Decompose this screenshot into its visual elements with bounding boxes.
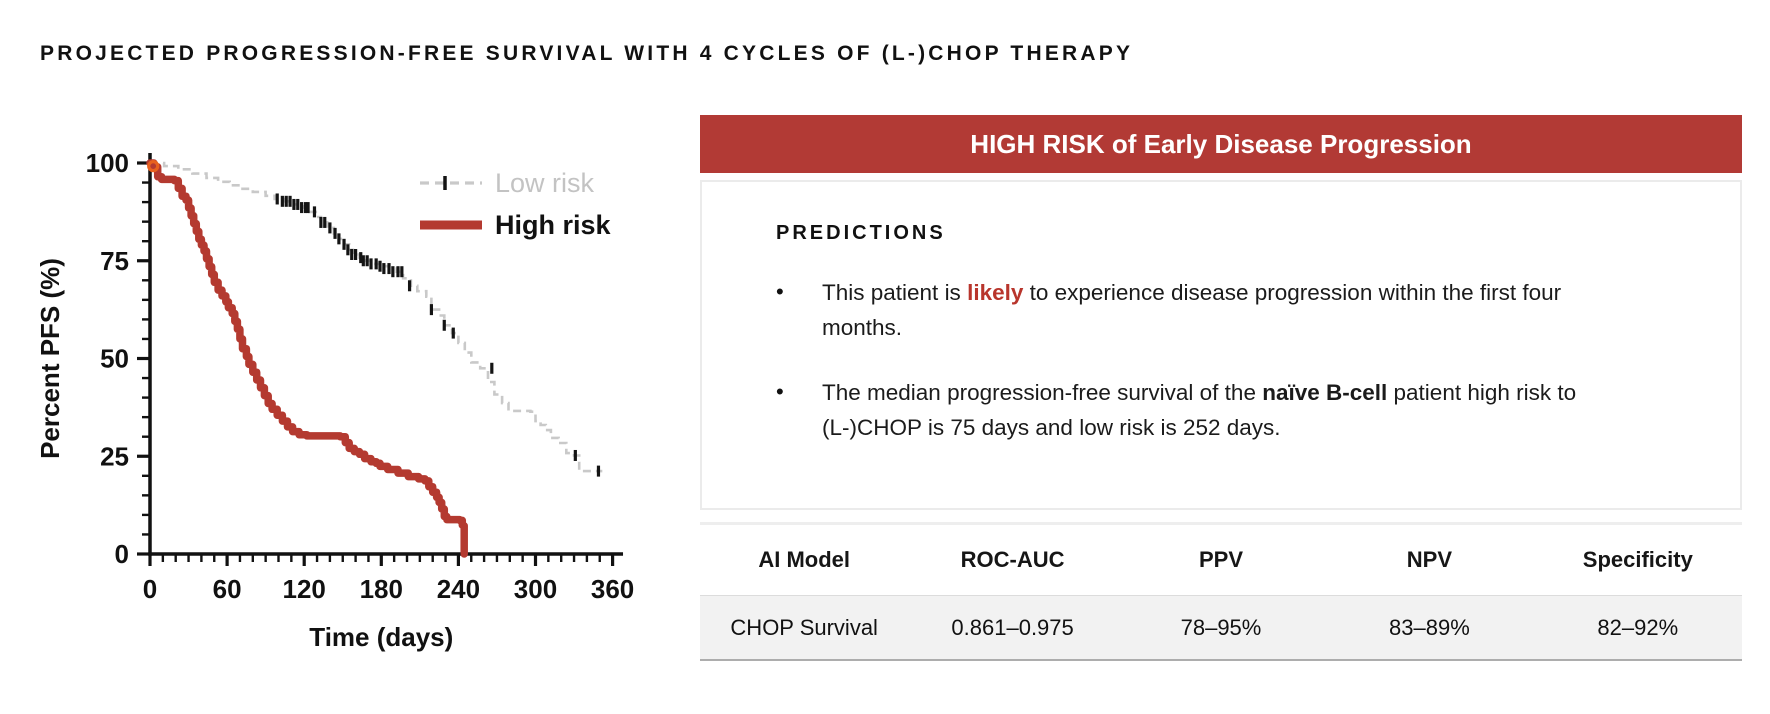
svg-text:300: 300 — [514, 574, 557, 604]
metrics-header-row: AI Model ROC-AUC PPV NPV Specificity — [700, 525, 1742, 595]
risk-panel: HIGH RISK of Early Disease Progression P… — [700, 115, 1742, 661]
table-row: CHOP Survival 0.861–0.975 78–95% 83–89% … — [700, 595, 1742, 661]
predictions-list: • This patient is likely to experience di… — [776, 275, 1680, 445]
page-title: PROJECTED PROGRESSION-FREE SURVIVAL WITH… — [40, 42, 1134, 65]
col-header-roc-auc: ROC-AUC — [960, 547, 1065, 572]
svg-text:High risk: High risk — [495, 210, 612, 240]
km-chart-container: 0 25 50 75 100 0 60 120 180 240 300 360 Time (days) P… — [35, 103, 695, 673]
bullet-text: The median progression-free survival of … — [822, 380, 1577, 440]
cell-ppv: 78–95% — [1180, 614, 1262, 640]
col-header-ppv: PPV — [1198, 547, 1243, 572]
svg-text:50: 50 — [100, 344, 129, 374]
svg-text:0: 0 — [115, 539, 129, 569]
svg-text:120: 120 — [283, 574, 326, 604]
svg-text:180: 180 — [360, 574, 403, 604]
svg-text:60: 60 — [213, 574, 242, 604]
prediction-bullet: • The median progression-free survival of… — [776, 375, 1680, 445]
svg-text:100: 100 — [86, 148, 129, 178]
cell-specificity: 82–92% — [1597, 614, 1679, 640]
svg-text:Low risk: Low risk — [495, 168, 595, 198]
cell-model-name: CHOP Survival — [730, 614, 878, 640]
svg-text:75: 75 — [100, 246, 129, 276]
svg-text:25: 25 — [100, 441, 129, 471]
bullet-dot: • — [776, 379, 784, 404]
risk-panel-header: HIGH RISK of Early Disease Progression — [700, 115, 1742, 173]
col-header-specificity: Specificity — [1582, 547, 1693, 572]
svg-text:Time (days): Time (days) — [309, 622, 453, 652]
svg-text:360: 360 — [591, 574, 634, 604]
cell-roc-auc: 0.861–0.975 — [951, 614, 1074, 640]
svg-text:240: 240 — [437, 574, 480, 604]
risk-panel-title: HIGH RISK of Early Disease Progression — [970, 128, 1472, 159]
col-header-ai-model: AI Model — [758, 547, 851, 572]
predictions-box: PREDICTIONS • This patient is likely to e… — [700, 180, 1742, 510]
col-header-npv: NPV — [1406, 547, 1453, 572]
cell-npv: 83–89% — [1389, 614, 1470, 640]
metrics-table: AI Model ROC-AUC PPV NPV Specificity CHO… — [700, 522, 1742, 661]
svg-text:0: 0 — [143, 574, 157, 604]
bullet-text: This patient is likely to experience dis… — [822, 280, 1562, 340]
bullet-dot: • — [776, 279, 784, 304]
predictions-heading: PREDICTIONS — [776, 222, 946, 244]
prediction-bullet: • This patient is likely to experience di… — [776, 275, 1680, 345]
svg-text:Percent PFS (%): Percent PFS (%) — [35, 258, 65, 459]
km-chart: 0 25 50 75 100 0 60 120 180 240 300 360 Time (days) P… — [35, 148, 634, 652]
